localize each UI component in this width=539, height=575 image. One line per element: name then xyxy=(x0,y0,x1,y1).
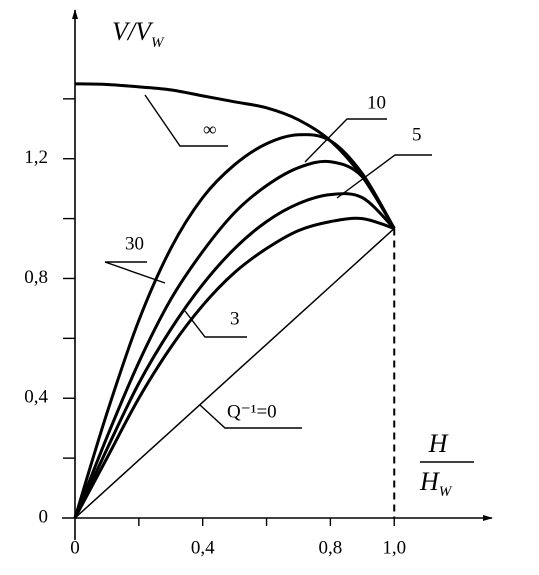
curve xyxy=(73,192,396,519)
label-leader xyxy=(199,404,302,429)
y-tick-label: 0,8 xyxy=(24,267,48,288)
y-axis-label: V/VW xyxy=(112,17,165,51)
x-tick-label: 0,4 xyxy=(191,537,215,558)
y-tick-label: 1,2 xyxy=(24,147,48,168)
label-leader xyxy=(144,94,228,147)
series-label: ∞ xyxy=(203,119,217,140)
x-tick-label: 0,8 xyxy=(319,537,343,558)
series-label: 30 xyxy=(125,233,144,254)
x-tick-label: 1,0 xyxy=(382,537,406,558)
x-axis-label: H HW xyxy=(419,429,474,500)
label-leader xyxy=(336,154,432,199)
series-label: Q⁻¹=0 xyxy=(227,401,277,422)
x-label-denominator: HW xyxy=(419,467,453,500)
series-label: 10 xyxy=(367,92,386,113)
series-label: 5 xyxy=(412,124,422,145)
y-tick-label: 0 xyxy=(39,506,49,527)
label-leader xyxy=(184,310,247,338)
label-leader xyxy=(104,261,166,284)
x-tick-label: 0 xyxy=(70,537,80,558)
x-label-numerator: H xyxy=(428,429,449,458)
curve xyxy=(73,133,396,519)
curve xyxy=(73,159,396,519)
curve xyxy=(74,227,395,519)
y-tick-label: 0,4 xyxy=(24,387,48,408)
curve xyxy=(73,216,395,519)
series-label: 3 xyxy=(230,308,240,329)
label-leader xyxy=(304,118,387,163)
